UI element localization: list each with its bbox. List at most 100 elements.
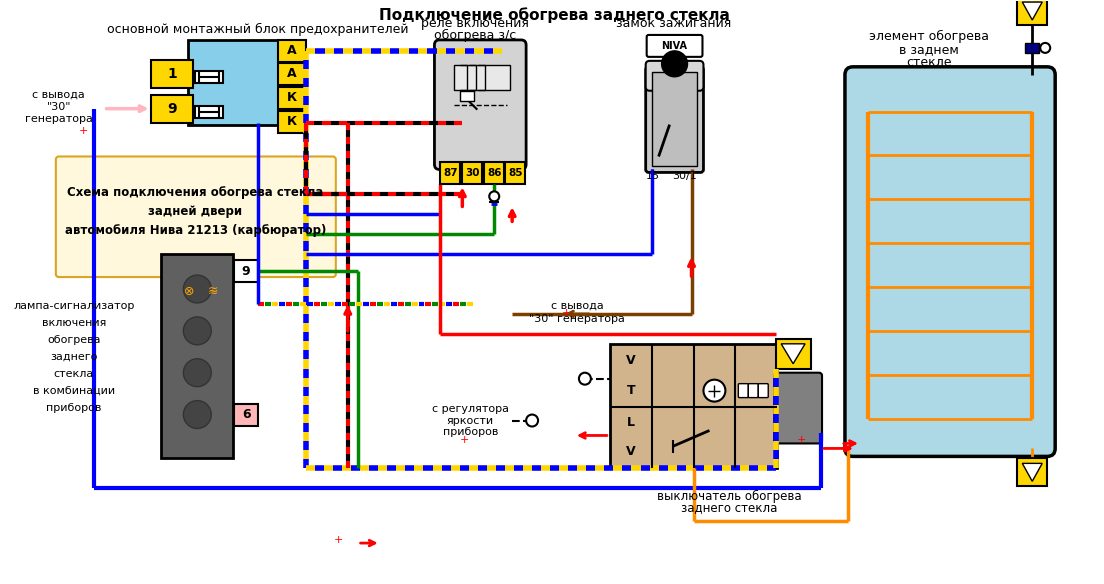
Text: с вывода: с вывода (32, 90, 85, 100)
Bar (189, 40, 293, 124)
Text: Схема подключения обогрева стекла: Схема подключения обогрева стекла (67, 186, 323, 199)
Text: в комбинации: в комбинации (33, 385, 115, 395)
Bar (1017, 458, 1048, 486)
Text: генератора: генератора (25, 114, 93, 124)
Text: лампа-сигнализатор: лампа-сигнализатор (13, 301, 135, 311)
Circle shape (183, 317, 211, 345)
Text: V: V (626, 445, 636, 458)
Bar (278, 63, 306, 85)
Polygon shape (1022, 463, 1042, 481)
Text: А: А (287, 67, 297, 80)
FancyBboxPatch shape (758, 384, 768, 398)
FancyBboxPatch shape (56, 157, 336, 277)
Text: замок зажигания: замок зажигания (616, 18, 731, 30)
Text: приборов: приборов (46, 402, 102, 412)
Bar (440, 162, 460, 185)
Text: "30" генератора: "30" генератора (529, 314, 625, 324)
Text: 1: 1 (168, 67, 178, 81)
FancyBboxPatch shape (749, 384, 758, 398)
Bar (151, 95, 193, 123)
Bar (161, 254, 233, 458)
Bar (485, 162, 505, 185)
Text: NIVA: NIVA (661, 41, 688, 51)
Bar (151, 60, 193, 88)
Text: +: + (459, 436, 469, 446)
Text: основной монтажный блок предохранителей: основной монтажный блок предохранителей (107, 22, 408, 36)
Text: +: + (796, 436, 806, 446)
Bar (278, 110, 306, 133)
Circle shape (183, 275, 211, 303)
Text: +: + (561, 308, 571, 318)
Circle shape (183, 359, 211, 387)
Text: 85: 85 (508, 168, 522, 179)
Bar (195, 106, 223, 117)
Circle shape (489, 192, 499, 201)
Text: стекла: стекла (54, 369, 94, 378)
Bar (463, 162, 482, 185)
FancyBboxPatch shape (845, 67, 1055, 457)
Bar (651, 72, 698, 166)
FancyBboxPatch shape (647, 35, 702, 57)
FancyBboxPatch shape (774, 373, 822, 443)
Text: элемент обогрева: элемент обогрева (869, 30, 989, 43)
Bar (234, 404, 258, 426)
Bar (234, 260, 258, 282)
Text: 30/1: 30/1 (672, 172, 697, 182)
Bar (1026, 43, 1039, 53)
Circle shape (527, 415, 538, 426)
Bar (609, 344, 777, 468)
Circle shape (578, 373, 591, 385)
FancyBboxPatch shape (435, 40, 527, 169)
FancyBboxPatch shape (646, 61, 703, 91)
Text: заднего: заднего (50, 352, 97, 361)
Text: задней двери: задней двери (148, 205, 243, 218)
Text: автомобиля Нива 21213 (карбюратор): автомобиля Нива 21213 (карбюратор) (65, 224, 326, 237)
Circle shape (1040, 43, 1050, 53)
Text: обогрева: обогрева (47, 335, 100, 345)
Bar (506, 162, 526, 185)
Bar (278, 40, 306, 62)
Polygon shape (782, 344, 805, 364)
Bar (460, 91, 475, 100)
Bar (455, 65, 510, 90)
Text: ≋: ≋ (208, 284, 219, 297)
Text: с регулятора: с регулятора (432, 404, 509, 413)
Bar (1017, 0, 1048, 25)
Text: приборов: приборов (443, 427, 498, 437)
Text: "30": "30" (46, 102, 71, 112)
Text: 15: 15 (646, 172, 660, 182)
Circle shape (661, 51, 688, 77)
Text: 30: 30 (465, 168, 479, 179)
Text: выключатель обогрева: выключатель обогрева (657, 490, 802, 503)
Text: L: L (627, 416, 635, 429)
Text: обогрева з/с: обогрева з/с (434, 29, 517, 43)
Text: 86: 86 (487, 168, 501, 179)
Text: К: К (287, 115, 297, 128)
Bar (776, 339, 811, 369)
Text: заднего стекла: заднего стекла (681, 500, 777, 514)
Text: T: T (626, 384, 635, 397)
Text: стекле: стекле (906, 56, 952, 69)
Text: V: V (626, 354, 636, 367)
Bar (195, 71, 223, 83)
Circle shape (703, 380, 725, 402)
Text: К: К (287, 91, 297, 104)
FancyBboxPatch shape (739, 384, 749, 398)
Text: яркости: яркости (447, 416, 493, 426)
Text: в заднем: в заднем (899, 43, 958, 57)
Text: +: + (335, 535, 343, 545)
Polygon shape (1022, 2, 1042, 20)
Text: +: + (79, 126, 88, 135)
FancyBboxPatch shape (646, 67, 703, 172)
Text: 9: 9 (242, 265, 251, 277)
Text: 9: 9 (168, 102, 178, 116)
Circle shape (183, 401, 211, 429)
Text: Подключение обогрева заднего стекла: Подключение обогрева заднего стекла (379, 7, 730, 23)
Text: А: А (287, 44, 297, 57)
Text: 87: 87 (443, 168, 458, 179)
Text: 6: 6 (242, 408, 251, 421)
Text: включения: включения (42, 318, 106, 328)
Bar (278, 87, 306, 109)
Text: ⊗: ⊗ (184, 284, 194, 297)
Text: с вывода: с вывода (551, 301, 603, 311)
